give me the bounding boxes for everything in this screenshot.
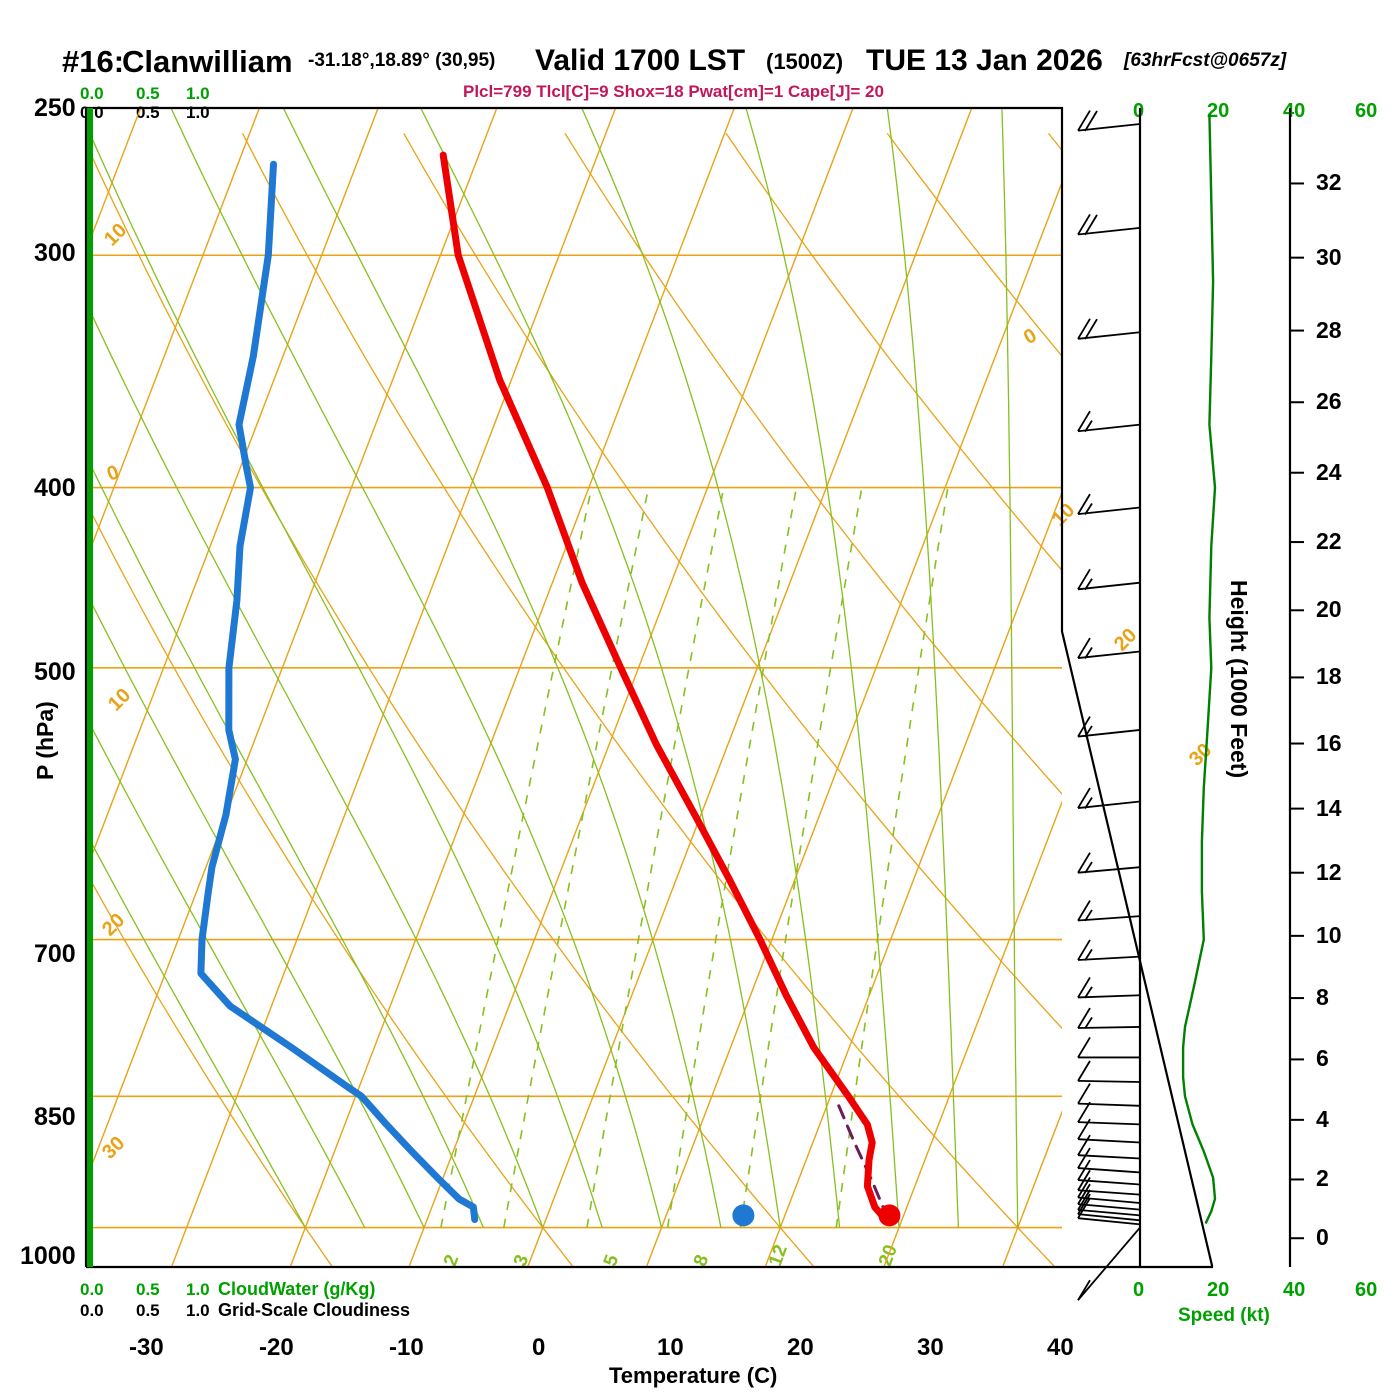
temperature-tick-20: 20 — [787, 1334, 814, 1361]
temperature-tick-0: 0 — [532, 1334, 546, 1361]
pressure-tick-250: 250 — [34, 94, 76, 122]
height-tick-label-2: 2 — [1316, 1165, 1329, 1192]
station-id: #16: — [62, 44, 125, 79]
wind-barb — [1077, 787, 1141, 809]
wind-barb — [1077, 1227, 1141, 1301]
station-coords: -31.18°,18.89° (30,95) — [308, 50, 496, 71]
height-tick-label-20: 20 — [1316, 596, 1342, 623]
speed-top-tick-0: 0 — [1133, 100, 1145, 122]
station-name: Clanwilliam — [122, 44, 293, 79]
speed-bottom-tick-3: 60 — [1355, 1279, 1378, 1301]
temperature-tick-m30: -30 — [129, 1334, 164, 1361]
height-tick-label-28: 28 — [1316, 316, 1342, 343]
height-tick-label-4: 4 — [1316, 1105, 1329, 1132]
temperature-tick-10: 10 — [657, 1334, 684, 1361]
pressure-tick-850: 850 — [34, 1103, 76, 1131]
cloudwater-bottom-tick-1: 0.5 — [136, 1280, 160, 1299]
height-tick-label-10: 10 — [1316, 921, 1342, 948]
speed-top-tick-1: 20 — [1207, 100, 1230, 122]
height-tick-label-0: 0 — [1316, 1224, 1329, 1251]
wind-barb — [1077, 493, 1141, 516]
wind-barb — [1077, 110, 1141, 132]
wind-barb — [1077, 1197, 1141, 1226]
forecast-tag: [63hrFcst@0657z] — [1124, 50, 1287, 71]
pressure-tick-500: 500 — [34, 658, 76, 686]
valid-time-z: (1500Z) — [766, 49, 844, 74]
grid-lines — [86, 108, 1062, 1267]
valid-date: TUE 13 Jan 2026 — [866, 44, 1103, 77]
pressure-tick-700: 700 — [34, 940, 76, 968]
temperature-tick-40: 40 — [1047, 1334, 1074, 1361]
wind-speed-curve — [1181, 114, 1217, 1225]
cloudiness-bottom-tick-0: 0.0 — [80, 1301, 104, 1320]
temperature-tick-m20: -20 — [259, 1334, 294, 1361]
cloudiness-bottom-tick-1: 0.5 — [136, 1301, 160, 1320]
height-tick-label-22: 22 — [1316, 528, 1342, 555]
speed-top-tick-2: 40 — [1283, 100, 1306, 122]
cloudwater-bottom-tick-0: 0.0 — [80, 1280, 104, 1299]
cloudwater-top-tick-1: 0.5 — [136, 84, 160, 103]
height-tick-label-8: 8 — [1316, 984, 1329, 1011]
height-tick-label-16: 16 — [1316, 729, 1342, 756]
height-tick-label-12: 12 — [1316, 858, 1342, 885]
wind-barb — [1077, 568, 1141, 591]
dewpoint-curve — [197, 160, 479, 1223]
pressure-tick-300: 300 — [34, 239, 76, 267]
height-tick-label-6: 6 — [1316, 1045, 1329, 1072]
pressure-tick-400: 400 — [34, 474, 76, 502]
wind-barb — [1077, 318, 1141, 340]
wind-barb — [1077, 1183, 1141, 1211]
temperature-tick-m10: -10 — [389, 1334, 424, 1361]
wind-barb — [1077, 1147, 1141, 1174]
speed-bottom-tick-2: 40 — [1283, 1279, 1306, 1301]
valid-time: Valid 1700 LST — [535, 44, 746, 77]
wind-barb — [1077, 1193, 1141, 1222]
wind-barb — [1077, 637, 1141, 659]
wind-barb — [1077, 1118, 1141, 1144]
surface-dewpoint-dot — [732, 1204, 755, 1227]
wind-barb — [1077, 1060, 1141, 1083]
speed-axis-label: Speed (kt) — [1178, 1305, 1270, 1326]
wind-barb — [1077, 1083, 1141, 1107]
wind-barbs — [1077, 110, 1141, 1301]
wind-barb — [1077, 1189, 1141, 1217]
height-tick-label-26: 26 — [1316, 388, 1342, 415]
pressure-tick-1000: 1000 — [20, 1242, 76, 1270]
derived-parameters: Plcl=799 Tlcl[C]=9 Shox=18 Pwat[cm]=1 Ca… — [463, 82, 884, 101]
wind-barb — [1077, 852, 1141, 874]
temperature-curve — [439, 151, 889, 1223]
cloudiness-axis-label: Grid-Scale Cloudiness — [218, 1300, 411, 1320]
height-tick-label-32: 32 — [1316, 169, 1342, 196]
plot-frame — [84, 106, 1214, 1269]
temperature-tick-30: 30 — [917, 1334, 944, 1361]
wind-barb — [1077, 1036, 1140, 1059]
wind-barb — [1077, 976, 1141, 999]
height-tick-label-14: 14 — [1316, 794, 1342, 821]
wind-barb — [1077, 900, 1141, 922]
speed-top-tick-3: 60 — [1355, 100, 1378, 122]
height-tick-label-18: 18 — [1316, 663, 1342, 690]
wind-barb — [1077, 716, 1141, 738]
cloudwater-top-tick-2: 1.0 — [186, 84, 210, 103]
wind-barb — [1077, 1007, 1141, 1029]
speed-bottom-tick-1: 20 — [1207, 1279, 1230, 1301]
cloudwater-axis-label: CloudWater (g/Kg) — [218, 1279, 376, 1299]
cloudwater-top-tick-0: 0.0 — [80, 84, 104, 103]
wind-barb — [1077, 410, 1141, 433]
height-tick-label-24: 24 — [1316, 458, 1342, 485]
wind-barb — [1077, 1134, 1141, 1160]
cloudiness-bottom-tick-2: 1.0 — [186, 1301, 210, 1320]
wind-barb — [1077, 939, 1141, 961]
surface-temperature-dot — [878, 1204, 901, 1227]
cloudwater-bottom-tick-2: 1.0 — [186, 1280, 210, 1299]
temperature-axis-label: Temperature (C) — [609, 1363, 778, 1388]
wind-barb — [1077, 214, 1141, 236]
height-tick-label-30: 30 — [1316, 243, 1342, 270]
speed-bottom-tick-0: 0 — [1133, 1279, 1145, 1301]
